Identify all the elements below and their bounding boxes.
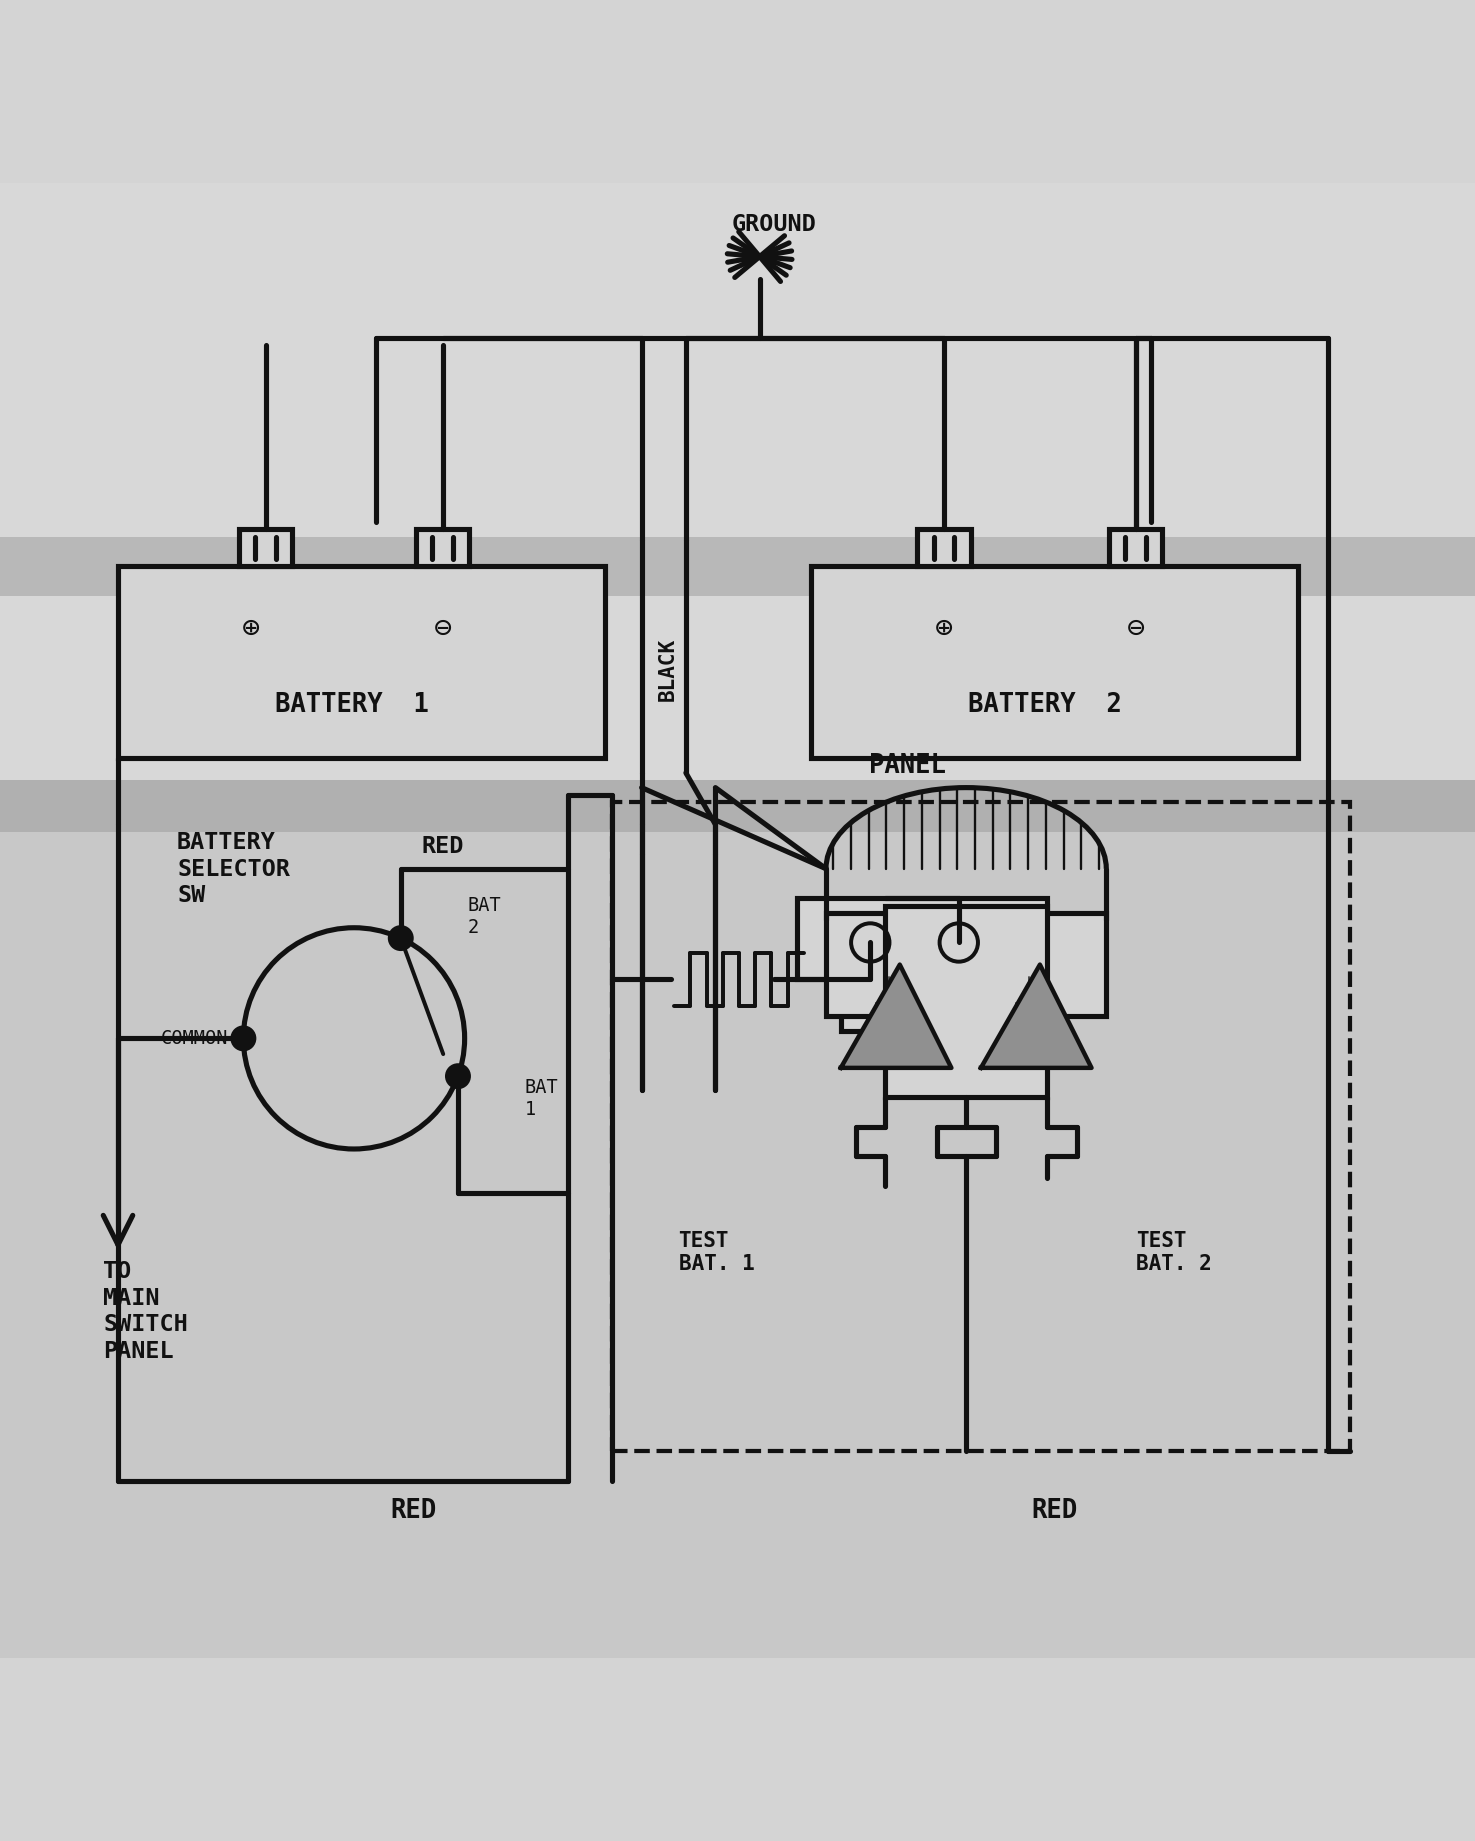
Text: ⊕: ⊕ — [242, 613, 260, 643]
Bar — [118, 567, 605, 758]
Bar — [612, 803, 1350, 1451]
Text: TO
MAIN
SWITCH
PANEL: TO MAIN SWITCH PANEL — [103, 1259, 187, 1362]
Bar — [239, 530, 292, 567]
Text: BAT
1: BAT 1 — [524, 1079, 558, 1119]
Bar — [841, 972, 1003, 1031]
Text: TEST
BAT. 1: TEST BAT. 1 — [678, 1232, 754, 1274]
Text: PANEL: PANEL — [869, 753, 945, 779]
Bar — [0, 182, 1475, 832]
Text: BATTERY
SELECTOR
SW: BATTERY SELECTOR SW — [177, 830, 291, 908]
Text: BLACK: BLACK — [658, 639, 678, 701]
Text: RED: RED — [1031, 1497, 1078, 1523]
Circle shape — [232, 1027, 255, 1049]
Text: COMMON: COMMON — [161, 1029, 229, 1048]
Text: ⊕: ⊕ — [935, 613, 953, 643]
Polygon shape — [841, 965, 951, 1068]
Text: BATTERY  1: BATTERY 1 — [274, 692, 429, 718]
Text: BATTERY  2: BATTERY 2 — [968, 692, 1122, 718]
Bar — [416, 530, 469, 567]
Text: TEST
BAT. 2: TEST BAT. 2 — [1136, 1232, 1211, 1274]
Bar — [811, 567, 1298, 758]
Polygon shape — [981, 965, 1092, 1068]
Text: RED: RED — [389, 1497, 437, 1523]
Circle shape — [389, 926, 413, 950]
Bar — [826, 913, 1106, 1016]
Text: BAT
2: BAT 2 — [468, 895, 502, 937]
Text: GROUND: GROUND — [732, 214, 817, 236]
Bar — [885, 906, 1047, 1097]
Text: ⊖: ⊖ — [434, 613, 451, 643]
Bar — [796, 898, 1047, 979]
Bar — [1109, 530, 1162, 567]
Text: ⊖: ⊖ — [1127, 613, 1145, 643]
Bar — [917, 530, 971, 567]
Bar — [0, 781, 1475, 839]
Circle shape — [445, 1064, 469, 1088]
Bar — [0, 538, 1475, 596]
Text: RED: RED — [422, 836, 463, 858]
Bar — [0, 832, 1475, 1659]
